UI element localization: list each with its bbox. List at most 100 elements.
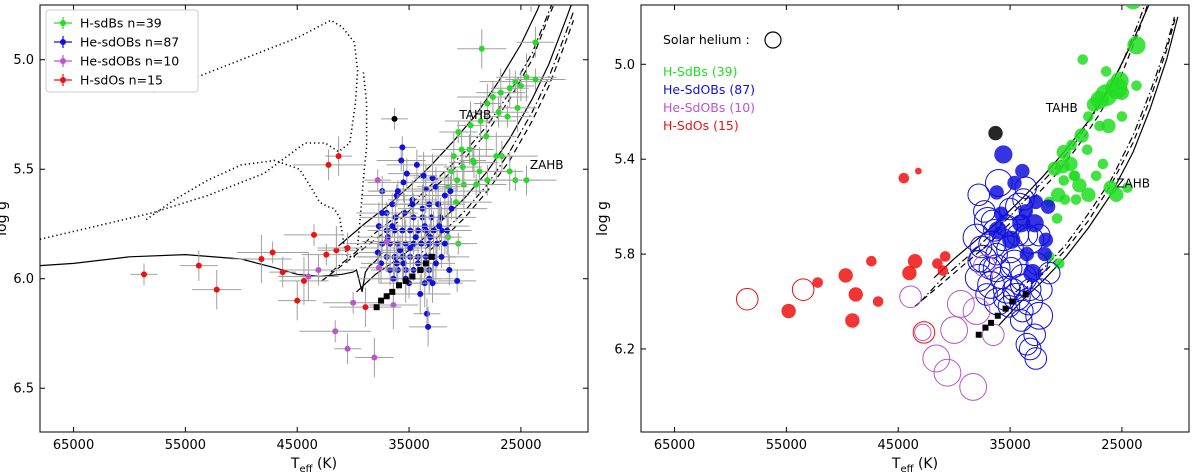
legend-label: He-SdOBs (87) (663, 82, 755, 97)
annotation-zahb: ZAHB (530, 158, 564, 172)
data-point (1056, 144, 1071, 160)
data-point (432, 183, 439, 190)
data-point-open (973, 254, 996, 278)
black-square-point (383, 293, 390, 300)
data-point (389, 223, 396, 230)
data-point (1114, 85, 1130, 100)
data-point (523, 74, 530, 81)
data-point (195, 262, 202, 269)
data-point (441, 240, 448, 247)
curve-tahb-dashdot (920, 5, 1146, 302)
data-point (1086, 97, 1102, 112)
data-point (1074, 128, 1089, 143)
x-tick-label: 65000 (53, 438, 94, 453)
data-point (1083, 111, 1094, 122)
legend-marker (60, 77, 66, 83)
data-point-open (1009, 263, 1038, 292)
legend-marker (60, 58, 66, 64)
y-tick-label: 5.8 (614, 248, 635, 263)
data-point-open (969, 235, 993, 259)
data-point (514, 104, 521, 111)
data-point (1037, 246, 1052, 262)
y-tick-label: 5.0 (13, 53, 34, 68)
x-tick-label: 65000 (654, 438, 695, 453)
data-point-open (980, 209, 1004, 233)
data-point-open (997, 294, 1021, 318)
plot-area (40, 5, 575, 378)
data-point-open (967, 183, 991, 207)
data-point (344, 245, 351, 252)
data-point (447, 188, 454, 195)
data-point (504, 113, 511, 120)
data-point (375, 264, 382, 271)
data-point (429, 280, 436, 287)
data-point-open (1025, 301, 1054, 330)
data-point (493, 153, 500, 160)
data-point-open (912, 321, 936, 344)
size-key-circle (764, 31, 782, 49)
black-square-point (389, 288, 396, 295)
data-point-open (1015, 223, 1039, 247)
data-point (458, 146, 465, 153)
annotation-tahb: TAHB (458, 108, 491, 122)
data-point (454, 277, 461, 284)
data-point (1100, 66, 1112, 77)
data-point (1127, 36, 1146, 55)
x-axis-label: Teff (K) (290, 456, 337, 475)
data-point-open (962, 297, 991, 325)
data-point (907, 254, 923, 269)
data-point (898, 172, 910, 184)
legend: H-sdBs n=39 He-sdOBs n=87 He-sdOBs n=10 H-s… (45, 9, 199, 93)
curve-solid-evol (40, 252, 383, 293)
data-point-open (1009, 273, 1033, 297)
data-point (838, 268, 853, 283)
data-point (477, 118, 484, 125)
data-point-open (1018, 278, 1042, 301)
data-point (1081, 187, 1096, 202)
data-point (383, 238, 390, 245)
data-point-open (1011, 299, 1034, 323)
data-point (1038, 232, 1054, 248)
data-point (446, 266, 453, 273)
data-point (436, 223, 443, 230)
data-point (344, 345, 351, 352)
data-point (489, 93, 496, 100)
black-square-point (1022, 291, 1029, 298)
data-point (294, 297, 301, 304)
data-point (394, 188, 401, 195)
y-axis-label: log g (0, 201, 10, 236)
data-point-open (791, 278, 815, 301)
black-square-point (395, 282, 402, 289)
data-point-open (1012, 188, 1035, 211)
data-point (467, 122, 474, 129)
data-point-open (1037, 261, 1061, 285)
data-point-open (946, 290, 975, 318)
data-point (872, 296, 884, 307)
data-point (1072, 178, 1087, 193)
data-point (495, 109, 502, 116)
x-tick-label: 45000 (277, 438, 318, 453)
data-point (483, 133, 490, 140)
data-point (1094, 120, 1105, 132)
data-point-open (985, 242, 1008, 266)
data-point (300, 277, 307, 284)
legend-box (45, 9, 199, 93)
right-panel: 65000 55000 45000 35000 25000 5.0 5.4 5.8 6.2 Tef… (595, 4, 1190, 475)
legend-marker (60, 39, 66, 45)
data-point (532, 76, 539, 83)
data-point (473, 181, 480, 188)
data-point-open (996, 235, 1024, 264)
data-point (417, 291, 424, 298)
legend-label: He-sdOBs n=10 (80, 54, 179, 69)
x-tick-label: 55000 (766, 438, 807, 453)
size-key-label: Solar helium : (663, 32, 750, 47)
data-point (989, 185, 1004, 200)
data-point (993, 206, 1009, 221)
data-point (517, 83, 524, 90)
data-point (523, 177, 530, 184)
legend-label: H-sdBs n=39 (80, 16, 162, 31)
curve-dotted-1 (40, 19, 359, 241)
data-point-open (992, 275, 1021, 304)
black-square-point (975, 331, 982, 338)
data-point (1025, 214, 1044, 233)
